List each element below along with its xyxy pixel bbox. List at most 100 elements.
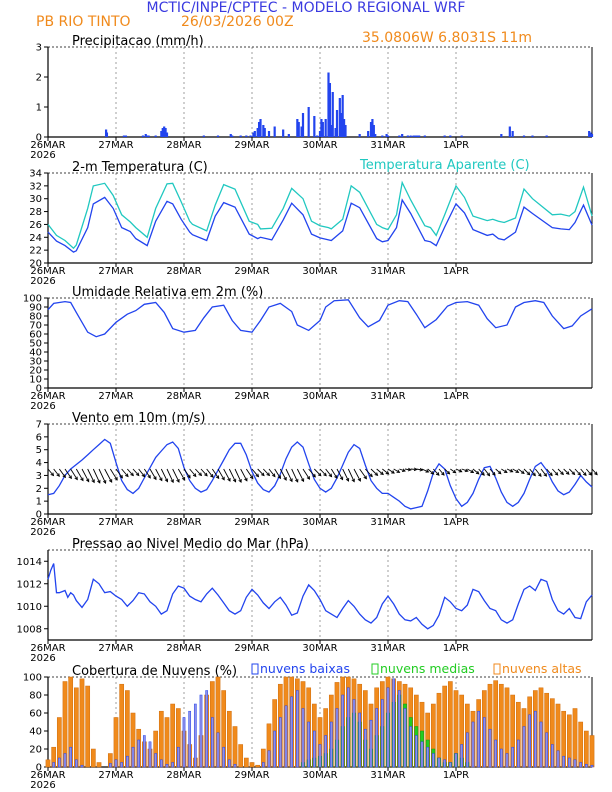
wind-vector: [291, 468, 299, 483]
precip-bar: [449, 135, 452, 137]
y-tick-label: 22: [29, 246, 42, 257]
cloud-bar-nuvens-altas: [158, 710, 164, 768]
panel-3: 26MAR 27MAR 28MAR 29MAR 30MAR 31MAR 1APR 2026 0 1…: [30, 411, 598, 538]
y-tick-label: 30: [29, 357, 42, 368]
wind-vector: [217, 468, 225, 481]
x-tick-label: 30MAR: [302, 643, 337, 654]
precip-bar: [416, 135, 419, 137]
cloud-bar-nuvens-altas: [96, 762, 102, 768]
cloud-bar-nuvens-baixas: [165, 764, 169, 768]
cloud-bar-nuvens-baixas: [210, 717, 214, 768]
y-tick-label: 20: [29, 745, 42, 756]
cloud-bar-nuvens-baixas: [499, 748, 503, 768]
x-tick-label: 26MAR: [30, 643, 65, 654]
precip-bar: [161, 128, 164, 137]
cloud-bar-nuvens-baixas: [358, 712, 362, 768]
wind-vector-head: [441, 472, 445, 476]
x-tick-label: 28MAR: [166, 517, 201, 528]
cloud-bar-nuvens-baixas: [227, 759, 231, 768]
cloud-bar-nuvens-altas: [226, 710, 232, 768]
x-tick-label: 29MAR: [234, 266, 269, 277]
x-tick-label: 27MAR: [98, 140, 133, 151]
precip-bar: [335, 110, 339, 137]
cloud-bar-nuvens-baixas: [443, 759, 447, 768]
y-tick-label: 100: [23, 673, 42, 684]
cloud-bar-nuvens-baixas: [182, 717, 186, 768]
wind-vector-head: [192, 473, 197, 478]
precip-bar: [163, 126, 166, 137]
wind-vector-head: [594, 471, 598, 476]
wind-vector: [177, 468, 186, 481]
legend-label: nuvens altas: [502, 661, 582, 676]
wind-vector: [512, 468, 519, 473]
precip-bar: [267, 131, 271, 137]
precip-bar: [318, 131, 322, 137]
wind-vector-head: [571, 471, 576, 476]
cloud-bar-nuvens-baixas: [69, 746, 73, 768]
cloud-bar-nuvens-altas: [90, 748, 96, 768]
wind-vector-head: [108, 479, 113, 483]
wind-vector: [183, 468, 191, 479]
cloud-bar-nuvens-baixas: [312, 730, 316, 768]
wind-vector: [274, 468, 281, 479]
wind-vector-head: [317, 472, 322, 477]
wind-vector-head: [357, 478, 361, 482]
wind-vector: [444, 468, 450, 475]
x-tick-label: 26MAR: [30, 770, 65, 781]
cloud-bar-nuvens-baixas: [528, 714, 532, 768]
wind-vector: [427, 468, 434, 475]
y-tick-label: 7: [36, 420, 42, 431]
wind-vector-head: [503, 469, 508, 474]
wind-vector: [228, 468, 236, 482]
cloud-bar-nuvens-baixas: [261, 762, 265, 768]
wind-vector: [211, 468, 220, 479]
wind-vector-head: [385, 471, 390, 475]
cloud-bar-nuvens-baixas: [420, 741, 424, 768]
wind-vector-head: [232, 478, 237, 483]
wind-vector-head: [170, 479, 174, 484]
wind-vector: [393, 468, 400, 473]
panel-1: 26MAR 27MAR 28MAR 29MAR 30MAR 31MAR 1APR202620…: [29, 158, 593, 287]
cloud-bar-nuvens-baixas: [74, 759, 78, 768]
wind-vector: [240, 468, 248, 481]
precip-bar: [307, 107, 310, 137]
precip-bar: [154, 135, 157, 137]
x-tick-label: 28MAR: [166, 266, 201, 277]
x-tick-label: 1APR: [443, 391, 469, 402]
wind-vector: [251, 468, 259, 477]
precip-bar: [367, 131, 370, 137]
wind-vector-head: [363, 475, 367, 480]
wind-vector-head: [215, 475, 220, 480]
precip-bar: [324, 119, 327, 137]
precip-bar: [412, 135, 415, 137]
precip-bar: [589, 132, 592, 137]
precip-bar: [418, 135, 421, 137]
wind-vector: [540, 468, 547, 477]
precip-bar: [327, 72, 330, 137]
wind-vector-head: [486, 472, 491, 477]
precip-bar: [147, 135, 150, 137]
wind-vector-head: [419, 467, 424, 472]
precip-bar: [259, 119, 262, 137]
x-tick-label: 1APR: [443, 643, 469, 654]
precip-bar: [369, 122, 373, 137]
cloud-bar-nuvens-altas: [73, 687, 79, 768]
cloud-bar-nuvens-baixas: [579, 762, 583, 768]
wind-vector-head: [62, 474, 66, 479]
precip-bar: [443, 135, 446, 137]
wind-vector: [483, 468, 490, 476]
cloud-bar-nuvens-altas: [232, 726, 238, 768]
wind-vector: [126, 468, 134, 476]
wind-vector-head: [147, 474, 151, 479]
wind-vector-head: [509, 468, 514, 473]
wind-vector-head: [328, 473, 333, 478]
wind-speed-line: [47, 438, 593, 510]
panel-2: 26MAR 27MAR 28MAR 29MAR 30MAR 31MAR 1APR202601…: [23, 285, 593, 412]
cloud-bar-nuvens-baixas: [199, 694, 203, 768]
wind-vector: [308, 468, 316, 478]
cloud-bar-nuvens-baixas: [329, 721, 333, 768]
wind-vector: [132, 468, 140, 476]
cloud-bar-nuvens-baixas: [488, 728, 492, 768]
panel-title: Vento em 10m (m/s): [72, 411, 205, 426]
cloud-bar-nuvens-baixas: [482, 717, 486, 768]
